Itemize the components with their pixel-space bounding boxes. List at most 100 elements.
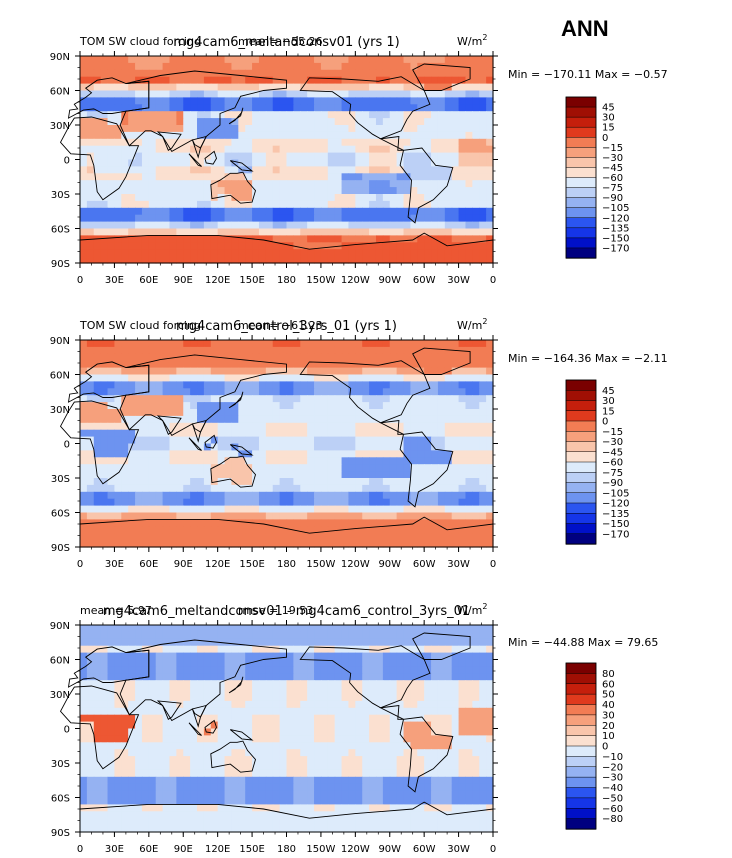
- heatmap-cell: [320, 200, 329, 209]
- heatmap-cell: [355, 346, 363, 355]
- heatmap-cell: [375, 152, 384, 161]
- heatmap-cell: [245, 221, 253, 230]
- heatmap-cell: [300, 56, 308, 64]
- heatmap-cell: [238, 69, 246, 78]
- heatmap-cell: [314, 415, 322, 424]
- heatmap-cell: [472, 187, 480, 195]
- coastline-europe: [67, 361, 150, 403]
- heatmap-cell: [224, 415, 233, 424]
- heatmap-cell: [86, 242, 95, 250]
- heatmap-cell: [300, 173, 308, 181]
- heatmap-cell: [128, 505, 136, 514]
- heatmap-cell: [183, 652, 191, 661]
- heatmap-cell: [327, 200, 336, 209]
- heatmap-cell: [355, 235, 363, 243]
- heatmap-cell: [245, 540, 253, 548]
- heatmap-cell: [100, 125, 109, 133]
- heatmap-cell: [272, 138, 281, 147]
- heatmap-cell: [327, 443, 336, 451]
- heatmap-cell: [252, 728, 260, 736]
- heatmap-cell: [197, 76, 205, 85]
- heatmap-cell: [183, 207, 191, 216]
- heatmap-cell: [148, 519, 157, 527]
- heatmap-cell: [479, 484, 487, 493]
- heatmap-cell: [121, 638, 129, 647]
- heatmap-cell: [486, 340, 494, 348]
- heatmap-cell: [238, 340, 246, 348]
- heatmap-cell: [389, 680, 398, 688]
- heatmap-cell: [86, 526, 95, 534]
- heatmap-cell: [486, 69, 494, 78]
- heatmap-cell: [334, 207, 343, 216]
- heatmap-cell: [314, 694, 322, 702]
- heatmap-cell: [217, 512, 226, 520]
- heatmap-cell: [121, 249, 129, 257]
- heatmap-cell: [231, 484, 239, 493]
- heatmap-cell: [479, 180, 487, 188]
- heatmap-cell: [341, 464, 350, 472]
- heatmap-cell: [424, 436, 432, 445]
- heatmap-cell: [210, 471, 219, 479]
- heatmap-cell: [341, 422, 350, 431]
- heatmap-cell: [169, 200, 177, 209]
- heatmap-cell: [348, 159, 356, 167]
- heatmap-cell: [162, 505, 171, 514]
- heatmap-cell: [162, 402, 171, 410]
- heatmap-cell: [183, 464, 191, 472]
- heatmap-cell: [403, 166, 411, 174]
- heatmap-cell: [286, 207, 294, 216]
- heatmap-cell: [300, 659, 308, 667]
- heatmap-cell: [245, 340, 253, 348]
- heatmap-cell: [183, 187, 191, 195]
- heatmap-cell: [479, 56, 487, 64]
- heatmap-cell: [396, 353, 405, 362]
- heatmap-cell: [93, 533, 102, 541]
- heatmap-cell: [334, 402, 343, 410]
- heatmap-cell: [314, 721, 322, 730]
- heatmap-cell: [114, 721, 122, 730]
- heatmap-cell: [410, 429, 418, 438]
- heatmap-cell: [265, 498, 274, 507]
- heatmap-cell: [389, 242, 398, 250]
- heatmap-cell: [155, 340, 164, 348]
- heatmap-cell: [465, 533, 473, 541]
- heatmap-cell: [314, 118, 322, 126]
- heatmap-cell: [272, 666, 281, 674]
- heatmap-cell: [148, 436, 157, 445]
- heatmap-cell: [183, 221, 191, 230]
- heatmap-cell: [334, 104, 343, 112]
- heatmap-cell: [169, 694, 177, 702]
- heatmap-cell: [197, 505, 205, 514]
- heatmap-cell: [238, 256, 246, 264]
- heatmap-cell: [279, 235, 288, 243]
- heatmap-cell: [424, 478, 432, 486]
- heatmap-cell: [217, 457, 226, 465]
- heatmap-cell: [417, 540, 425, 548]
- heatmap-cell: [417, 131, 425, 140]
- heatmap-cell: [451, 166, 460, 174]
- heatmap-cell: [80, 714, 88, 723]
- heatmap-cell: [155, 484, 164, 493]
- heatmap-cell: [121, 228, 129, 236]
- heatmap-cell: [272, 694, 281, 702]
- heatmap-cell: [479, 526, 487, 534]
- heatmap-cell: [410, 491, 418, 500]
- heatmap-cell: [451, 659, 460, 667]
- heatmap-cell: [80, 415, 88, 424]
- heatmap-cell: [472, 457, 480, 465]
- heatmap-cell: [272, 687, 281, 695]
- heatmap-cell: [93, 353, 102, 362]
- heatmap-cell: [169, 242, 177, 250]
- heatmap-cell: [107, 484, 116, 493]
- heatmap-cell: [252, 707, 260, 716]
- heatmap-cell: [300, 519, 308, 527]
- heatmap-cell: [293, 512, 301, 520]
- heatmap-cell: [300, 625, 308, 633]
- heatmap-cell: [258, 104, 267, 112]
- heatmap-cell: [341, 111, 350, 119]
- heatmap-cell: [293, 388, 301, 396]
- heatmap-cell: [176, 83, 184, 92]
- heatmap-cell: [258, 221, 267, 230]
- heatmap-cell: [314, 83, 322, 92]
- heatmap-cell: [176, 422, 184, 431]
